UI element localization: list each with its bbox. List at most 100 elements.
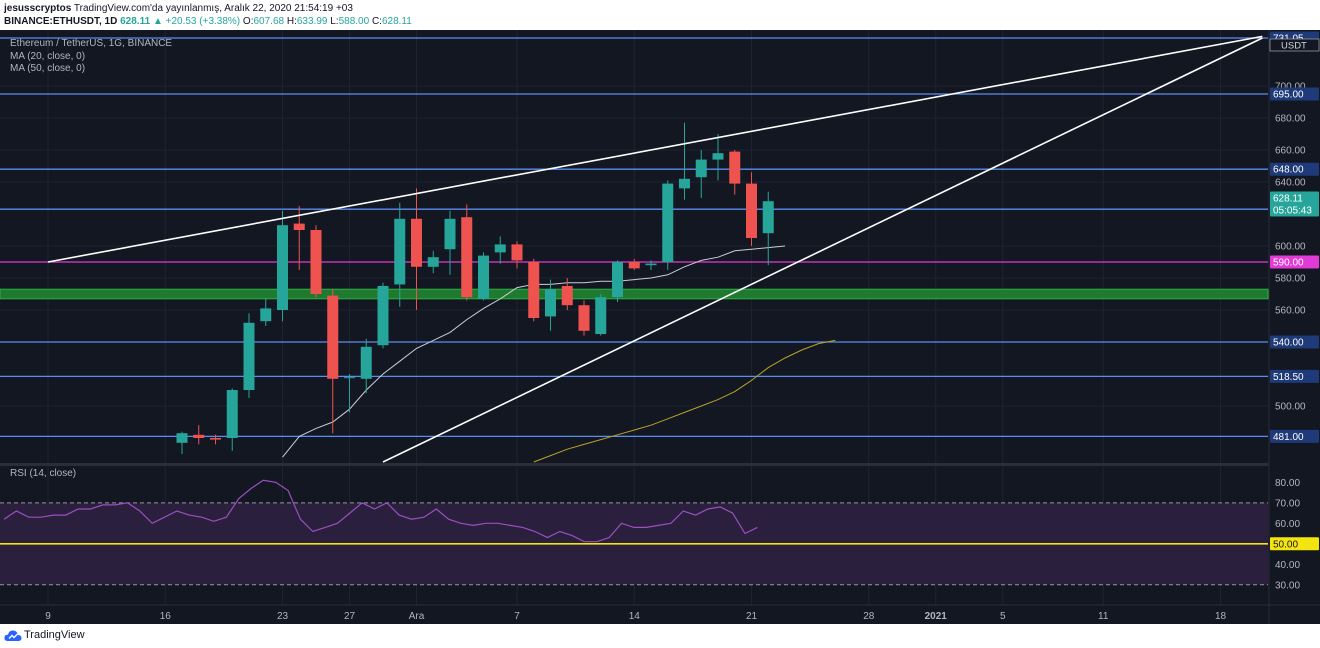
publication-header: jesusscryptos TradingView.com'da yayınla… [0, 0, 1320, 30]
candle-body [327, 295, 339, 379]
ma50-legend[interactable]: MA (50, close, 0) [10, 63, 86, 74]
candle-body [595, 297, 607, 334]
x-tick-label: 2021 [925, 611, 948, 622]
ma50-line [533, 339, 836, 463]
chart-canvas[interactable]: 700.00680.00660.00640.00600.00580.00560.… [0, 30, 1320, 624]
daily-change: ▲ +20.53 (+3.38%) [152, 16, 241, 27]
candle-body [712, 153, 724, 160]
y-tick-label: 580.00 [1275, 274, 1306, 285]
candle-body [511, 244, 523, 261]
x-tick-label: 11 [1098, 611, 1109, 622]
tradingview-cloud-icon[interactable] [4, 628, 22, 642]
candle-body [645, 263, 657, 266]
candle-body [528, 262, 540, 318]
open-label: O: [242, 16, 254, 27]
low-label: L: [330, 16, 339, 27]
rsi-tick-label: 70.00 [1275, 498, 1300, 509]
header-line-2: BINANCE:ETHUSDT, 1D 628.11 ▲ +20.53 (+3.… [4, 16, 412, 28]
ma20-legend[interactable]: MA (20, close, 0) [10, 51, 86, 62]
rsi-legend[interactable]: RSI (14, close) [10, 468, 77, 479]
candle-body [679, 178, 690, 189]
candle-body [293, 223, 305, 230]
y-tick-label: 560.00 [1275, 306, 1306, 317]
candle-body [762, 201, 774, 234]
header-line-1: jesusscryptos TradingView.com'da yayınla… [4, 3, 353, 15]
candle-body [377, 286, 389, 346]
level-label: 695.00 [1273, 90, 1304, 101]
y-tick-label: 680.00 [1275, 114, 1306, 125]
candle-body [578, 305, 590, 331]
candle-body [193, 434, 205, 438]
y-tick-label: 500.00 [1275, 402, 1306, 413]
y-tick-label: 600.00 [1275, 242, 1306, 253]
chart-area[interactable]: 700.00 680.00 660.00 640.00 600.00 580.00 560.… [0, 30, 1320, 624]
open-value: 607.68 [253, 16, 285, 27]
level-badge [1270, 369, 1319, 383]
publish-info: TradingView.com'da yayınlanmış, Aralık 2… [73, 3, 353, 14]
low-value: 588.00 [338, 16, 370, 27]
candle-body [226, 390, 238, 438]
x-tick-label: 18 [1215, 611, 1227, 622]
symbol-label: BINANCE:ETHUSDT, 1D [4, 16, 118, 27]
currency-box [1269, 38, 1320, 52]
x-tick-label: 14 [629, 611, 641, 622]
candle-body [746, 183, 757, 238]
trendline [382, 37, 1263, 463]
rsi-tick-label: 60.00 [1275, 519, 1300, 530]
candle-body [628, 262, 640, 269]
x-tick-label: 23 [277, 611, 289, 622]
x-tick-label: 21 [746, 611, 758, 622]
level-label: 518.50 [1273, 372, 1304, 383]
candle-body [176, 433, 188, 443]
level-label: 648.00 [1273, 165, 1304, 176]
support-zone [0, 288, 1269, 300]
rsi-tick-label: 30.00 [1275, 580, 1300, 591]
candle-body [210, 438, 221, 440]
candle-body [444, 218, 456, 250]
candle-body [545, 289, 556, 317]
currency-label: USDT [1281, 41, 1307, 52]
chart-title-legend[interactable]: Ethereum / TetherUS, 1G, BINANCE [10, 38, 173, 49]
candle-body [612, 262, 623, 298]
rsi-line [3, 479, 758, 543]
x-tick-label: 9 [45, 611, 51, 622]
candle-body [394, 218, 406, 285]
footer-bar: TradingView [0, 624, 1320, 648]
x-tick-label: Ara [409, 611, 425, 622]
candle-body [662, 183, 674, 262]
rsi-tick-label: 40.00 [1275, 560, 1300, 571]
level-badge [1270, 255, 1319, 269]
level-badge [1270, 335, 1319, 349]
level-badge [1270, 162, 1319, 176]
candle-body [243, 322, 255, 390]
close-label: C: [371, 16, 382, 27]
x-tick-label: 28 [863, 611, 875, 622]
candle-body [695, 159, 707, 178]
trendline [47, 35, 1263, 263]
x-tick-label: 7 [514, 611, 520, 622]
rsi-mid-badge [1270, 537, 1319, 551]
last-price-badge [1270, 191, 1319, 217]
x-tick-label: 16 [160, 611, 172, 622]
y-tick-label: 640.00 [1275, 178, 1306, 189]
rsi-tick-label: 80.00 [1275, 478, 1300, 489]
tradingview-brand[interactable]: TradingView [24, 629, 85, 641]
candle-body [561, 286, 573, 306]
high-value: 633.99 [296, 16, 328, 27]
x-tick-label: 27 [344, 611, 356, 622]
last-price-label: 628.11 [1273, 194, 1303, 205]
high-label: H: [286, 16, 297, 27]
pane-separator [0, 463, 1268, 466]
author-name[interactable]: jesusscryptos [4, 3, 72, 14]
countdown-timer: 05:05:43 [1273, 206, 1312, 217]
candle-body [360, 346, 372, 379]
x-tick-label: 5 [1000, 611, 1006, 622]
candle-body [478, 255, 489, 299]
level-label: 481.00 [1273, 432, 1304, 443]
y-tick-label: 660.00 [1275, 146, 1306, 157]
level-label: 540.00 [1273, 338, 1304, 349]
candle-body [494, 244, 506, 253]
candle-body [729, 151, 741, 184]
candle-body [260, 308, 272, 322]
candle-body [411, 218, 422, 267]
